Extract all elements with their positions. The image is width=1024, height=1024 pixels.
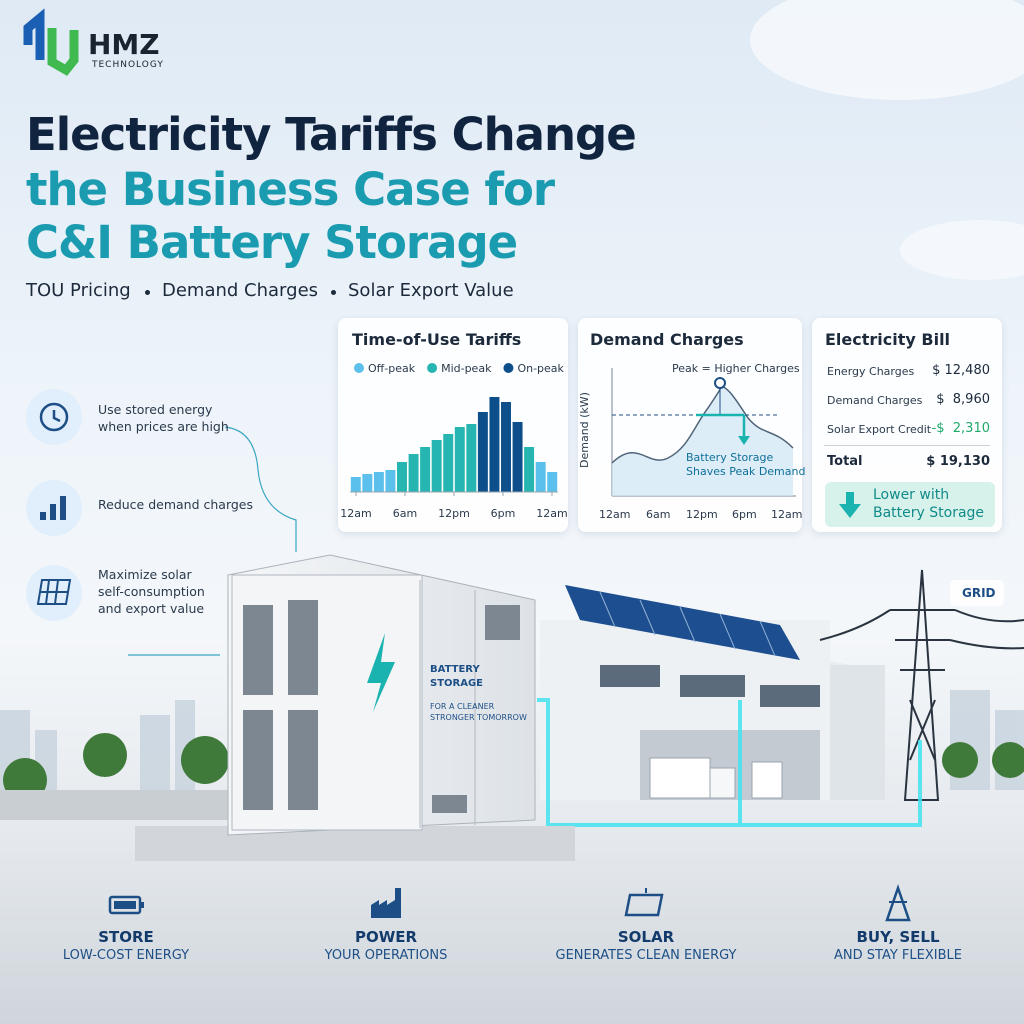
x-label: 12pm — [686, 508, 718, 521]
x-label: 12am — [771, 508, 803, 521]
subtitle-item: Demand Charges — [162, 280, 319, 301]
x-label: 12am — [536, 507, 567, 520]
subtitle-item: TOU Pricing — [26, 280, 131, 301]
divider — [824, 445, 990, 446]
footer-subtitle: LOW-COST ENERGY — [62, 948, 190, 963]
benefit: Maximize solar self-consumption and expo… — [98, 566, 205, 617]
headline-line: C&I Battery Storage — [26, 216, 518, 269]
bar — [362, 474, 373, 492]
bar — [420, 447, 431, 492]
grid-badge: GRID — [950, 580, 1004, 606]
x-label: 6am — [393, 507, 417, 520]
bill-amount: $ 8,960 — [936, 392, 990, 407]
headline-line: Electricity Tariffs Change — [26, 108, 637, 161]
footer-title: SOLAR — [617, 928, 675, 946]
logo-tagline: TECHNOLOGY — [92, 60, 164, 70]
benefit-line: Reduce demand charges — [98, 497, 254, 512]
bar — [408, 454, 419, 492]
legend-swatch — [427, 363, 438, 373]
legend-label: Mid-peak — [441, 362, 492, 375]
benefit-line: Use stored energy — [98, 402, 213, 417]
footer-subtitle: AND STAY FLEXIBLE — [834, 948, 962, 963]
headline-line: the Business Case for — [26, 163, 555, 216]
footer-subtitle: YOUR OPERATIONS — [324, 948, 448, 963]
logo-name: HMZ — [88, 28, 160, 61]
x-label: 12am — [340, 507, 371, 520]
benefit-line: Maximize solar — [98, 567, 192, 582]
callout: Lower with Battery Storage — [825, 482, 995, 527]
total-label: Total — [827, 454, 863, 469]
y-axis-label: Demand (kW) — [578, 392, 591, 468]
bar — [385, 470, 396, 492]
bar — [431, 440, 442, 492]
x-label: 6am — [646, 508, 671, 521]
card-title: Demand Charges — [590, 330, 744, 349]
x-label: 12pm — [438, 507, 470, 520]
bill-card: Electricity Bill Energy Charges $ 12,480… — [812, 318, 1002, 532]
bar — [373, 472, 384, 492]
annotation: Shaves Peak Demand — [686, 465, 806, 478]
legend-swatch — [354, 363, 364, 373]
bar — [466, 424, 477, 492]
callout-text: Lower with — [873, 487, 950, 503]
down-arrow — [839, 492, 861, 518]
tou-chart: Off-peak Mid-peak On-peak 12am 6am 12pm 6pm 12a… — [340, 362, 567, 520]
bill-label: Solar Export Credit — [827, 423, 932, 436]
benefit-line: and export value — [98, 601, 205, 616]
bar — [454, 427, 465, 492]
card-title: Electricity Bill — [825, 330, 951, 349]
x-label: 6pm — [732, 508, 757, 521]
container-label: BATTERY — [430, 664, 480, 675]
bar — [524, 447, 535, 492]
legend-label: On-peak — [517, 362, 564, 375]
container-label: STORAGE — [430, 678, 484, 689]
bar — [535, 462, 546, 492]
separator — [331, 290, 336, 295]
bill-amount: $ 12,480 — [932, 363, 990, 378]
bar — [477, 412, 488, 492]
bar — [489, 397, 500, 492]
bill-label: Energy Charges — [827, 365, 915, 378]
footer-subtitle: GENERATES CLEAN ENERGY — [555, 948, 737, 963]
callout-text: Battery Storage — [873, 505, 985, 521]
footer-title: BUY, SELL — [856, 928, 940, 946]
bill-label: Demand Charges — [827, 394, 923, 407]
benefit-line: when prices are high — [98, 419, 229, 434]
bar — [547, 472, 558, 492]
container-tagline: FOR A CLEANER — [430, 702, 495, 711]
benefit: Reduce demand charges — [98, 497, 253, 512]
x-label: 6pm — [491, 507, 516, 520]
demand-chart — [611, 368, 796, 497]
legend-label: Off-peak — [368, 362, 416, 375]
tou-card: Time-of-Use Tariffs — [338, 318, 568, 532]
benefit-line: self-consumption — [98, 584, 205, 599]
benefit: Use stored energy when prices are high — [98, 401, 229, 435]
legend-swatch — [503, 363, 514, 373]
card-title: Time-of-Use Tariffs — [352, 330, 522, 349]
footer-title: POWER — [354, 928, 418, 946]
bar — [443, 434, 454, 492]
peak-note: Peak = Higher Charges — [672, 362, 800, 375]
annotation: Battery Storage — [686, 451, 774, 464]
bill-amount: -$ 2,310 — [931, 421, 990, 436]
subtitle-item: Solar Export Value — [348, 280, 514, 301]
footer-title: STORE — [98, 928, 154, 946]
separator — [145, 290, 150, 295]
total-amount: $ 19,130 — [926, 454, 990, 469]
container-tagline: STRONGER TOMORROW — [430, 713, 527, 722]
bar — [512, 422, 523, 492]
bar — [350, 477, 361, 492]
grid-label: GRID — [962, 586, 996, 600]
bar — [501, 402, 511, 492]
x-label: 12am — [599, 508, 631, 521]
bar — [397, 462, 407, 492]
